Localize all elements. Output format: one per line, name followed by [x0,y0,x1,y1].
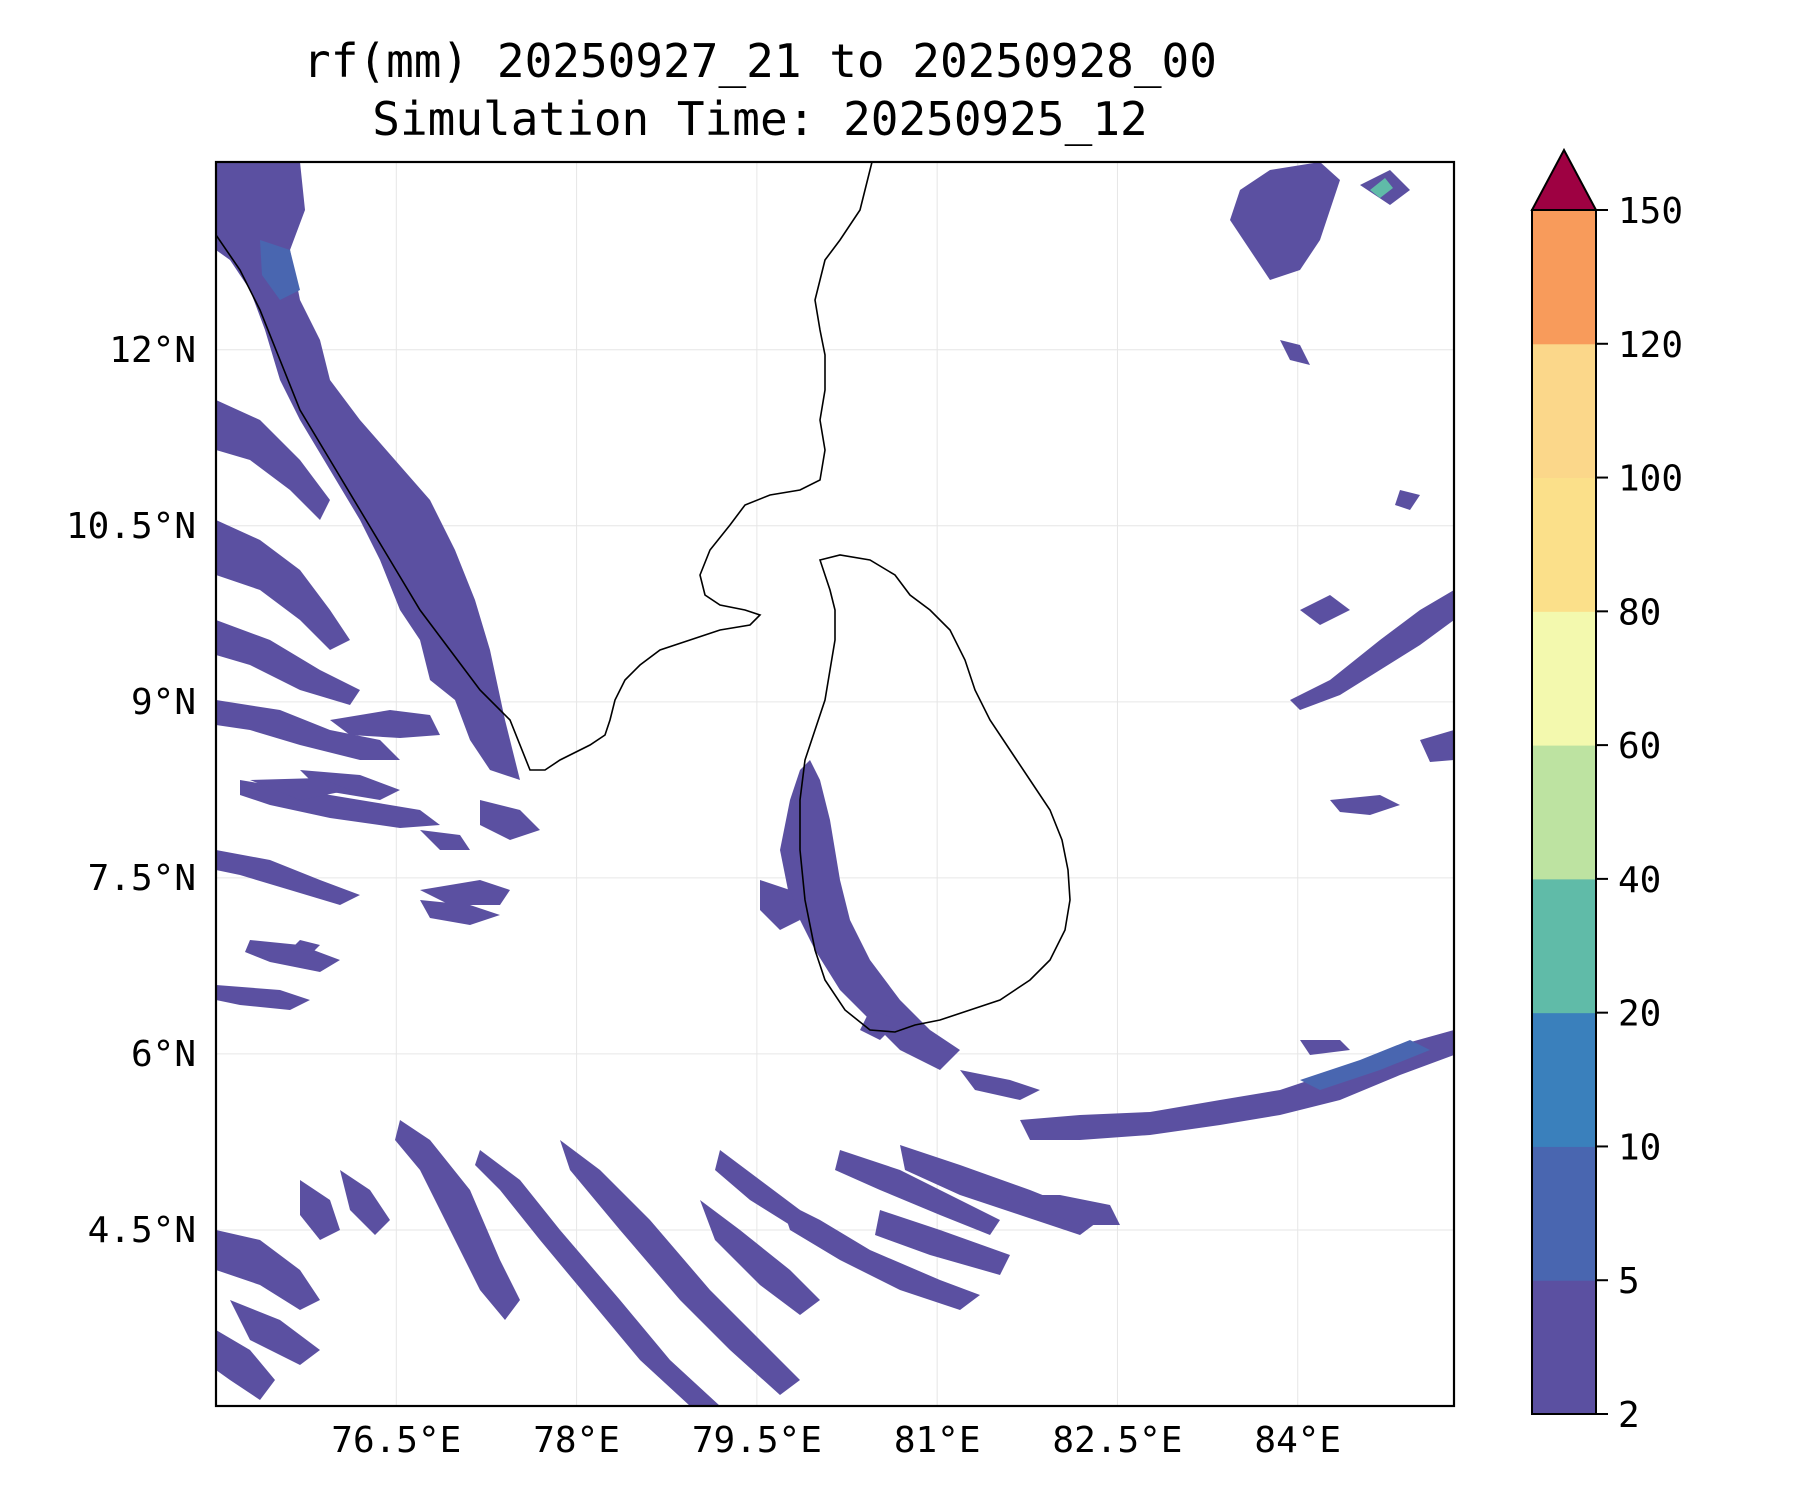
rain-region-bay-band [1020,1030,1454,1140]
rainfall-layer [216,162,1454,1406]
colorbar-tick-label: 5 [1618,1261,1640,1302]
lat-tick-label: 9°N [131,682,196,723]
rain-region-northeast [1230,162,1454,815]
rain-region-south-streaks [216,1120,1120,1406]
lat-tick-label: 6°N [131,1034,196,1075]
colorbar-tick-label: 80 [1618,592,1661,633]
lon-tick-label: 79.5°E [692,1420,822,1461]
lon-tick-label: 82.5°E [1052,1420,1182,1461]
colorbar-segment [1532,1012,1596,1147]
rain-region-west-coast [216,162,540,1010]
colorbar-segment [1532,1146,1596,1281]
lat-tick-label: 7.5°N [88,858,196,899]
colorbar-segment [1532,477,1596,612]
lon-tick-label: 81°E [894,1420,981,1461]
sri-lanka-coastline [799,554,1071,1033]
lon-axis: 76.5°E 78°E 79.5°E 81°E 82.5°E 84°E [331,1420,1341,1461]
lat-tick-label: 12°N [109,330,196,371]
colorbar-frame [1531,209,1597,1415]
map-background [216,162,1454,1406]
colorbar-tick-label: 60 [1618,726,1661,767]
map-subtitle: Simulation Time: 20250925_12 [372,92,1148,146]
colorbar-segment [1532,878,1596,1014]
colorbar-segment [1532,611,1596,746]
colorbar: 2 5 10 20 40 60 80 100 120 150 [1530,147,1683,1436]
lat-tick-label: 4.5°N [88,1210,196,1251]
colorbar-extend-arrow [1530,147,1598,211]
colorbar-segment [1532,1280,1596,1415]
map-frame [214,160,1456,1408]
lon-tick-label: 76.5°E [331,1420,461,1461]
map-title: rf(mm) 20250927_21 to 20250928_00 [303,34,1217,88]
colorbar-tick-label: 100 [1618,459,1683,500]
india-coastline [216,162,873,771]
colorbar-tick-label: 2 [1618,1395,1640,1436]
lon-tick-label: 78°E [533,1420,620,1461]
colorbar-segment [1532,343,1596,479]
colorbar-tick-label: 120 [1618,325,1683,366]
lon-tick-label: 84°E [1254,1420,1341,1461]
lat-axis: 12°N 10.5°N 9°N 7.5°N 6°N 4.5°N [66,330,196,1251]
colorbar-segment [1532,745,1596,880]
coastlines [216,162,1071,1033]
colorbar-tick-label: 40 [1618,860,1661,901]
colorbar-tick-label: 150 [1618,191,1683,232]
colorbar-tick-label: 10 [1618,1127,1661,1168]
lat-tick-label: 10.5°N [66,506,196,547]
colorbar-segment [1532,210,1596,345]
colorbar-tick-label: 20 [1618,994,1661,1035]
rain-region-sri-lanka [760,760,1040,1100]
